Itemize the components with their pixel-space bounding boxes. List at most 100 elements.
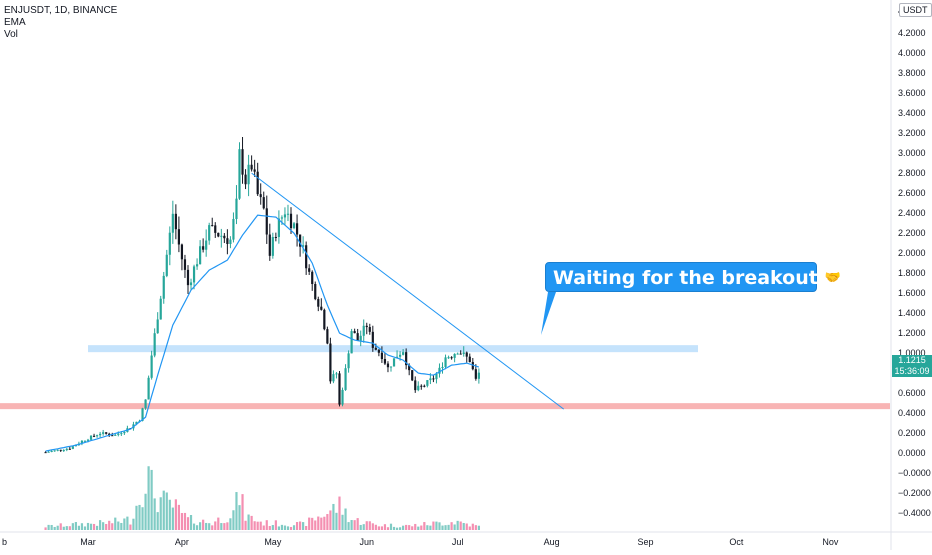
candle-body [289,213,293,229]
candle-body [420,385,423,387]
candle-body [408,365,411,371]
price-tick-label: 1.6000 [898,288,926,298]
candle-body [453,353,456,358]
volume-bar [202,519,205,530]
volume-bar [268,526,271,530]
candle-body [292,223,296,229]
candle-body [383,359,387,364]
volume-bar [47,524,50,530]
symbol-title: ENJUSDT, 1D, BINANCE [4,5,118,16]
candle-body [405,352,408,366]
volume-bar [235,492,238,530]
candle-body [356,333,359,341]
time-tick-label: May [264,537,282,547]
candle-body [165,254,168,276]
candle-body [423,385,426,387]
candle-body [205,240,208,250]
candle-body [444,357,447,367]
candle-body [335,373,338,375]
volume-bar [356,518,359,530]
candle-body [105,432,108,434]
candle-body [50,450,53,452]
candle-body [247,164,250,185]
candle-body [47,451,50,453]
candle-body [362,325,365,336]
volume-bar [156,512,159,530]
last-price: 1.1215 [898,355,926,365]
price-tick-label: 1.2000 [898,328,926,338]
currency-label[interactable]: USDT [899,3,932,17]
price-tick-label: 3.6000 [898,88,926,98]
volume-bar [292,525,296,530]
time-tick-label: b [2,537,7,547]
volume-bar [344,508,347,530]
candle-body [229,239,232,245]
candle-body [344,368,347,390]
volume-indicator-label[interactable]: Vol [4,29,18,40]
volume-bar [368,521,371,530]
volume-bar [277,526,280,530]
volume-bar [232,510,235,530]
candle-body [338,373,341,405]
annotation-callout[interactable]: Waiting for the breakout 🤝 [545,262,841,292]
volume-bar [247,514,250,530]
volume-bar [477,525,480,530]
ema-indicator-label[interactable]: EMA [4,17,26,28]
support-zone [0,403,890,410]
candle-body [295,223,299,235]
volume-bar [429,525,432,530]
candle-body [283,214,287,218]
candles-layer [44,136,480,454]
volume-bar [117,521,120,530]
volume-bar [180,513,184,530]
candle-body [117,433,120,435]
candle-body [214,225,217,233]
candle-body [329,343,332,382]
volume-bar [359,524,362,530]
candle-body [274,237,277,239]
candle-body [465,352,468,357]
candle-body [199,246,202,265]
volume-bar [192,523,196,530]
volume-bar [471,523,474,530]
time-tick-label: Apr [175,537,189,547]
time-tick-label: Jul [452,537,464,547]
candle-body [62,449,65,451]
candle-body [208,225,211,241]
volume-bar [89,523,93,530]
volume-bar [123,518,126,530]
candle-body [332,374,335,382]
volume-bar [99,520,102,530]
volume-bar [199,522,202,530]
volume-bar [474,525,477,530]
volume-bar [114,517,117,530]
volume-bar [144,493,147,530]
volume-bar [108,520,111,530]
volume-bar [283,525,287,530]
candle-body [53,450,56,452]
volume-bar [417,526,420,530]
price-tick-label: 1.8000 [898,268,926,278]
volume-bar [71,523,74,530]
candle-body [80,440,84,444]
candle-body [220,235,223,237]
volume-bar [271,525,274,530]
volume-bar [74,522,77,530]
candle-body [280,217,284,219]
candle-body [111,435,114,437]
volume-bar [295,522,299,530]
volume-bar [435,521,438,530]
candle-body [147,377,150,400]
volume-bar [229,518,232,530]
volume-bar [420,525,423,530]
volume-bar [186,517,190,530]
volume-bar [305,526,308,530]
candle-body [232,218,235,240]
volume-bar [453,524,456,530]
candle-body [195,264,199,267]
candle-body [271,237,274,256]
volume-bar [371,523,374,530]
time-tick-label: Aug [544,537,560,547]
